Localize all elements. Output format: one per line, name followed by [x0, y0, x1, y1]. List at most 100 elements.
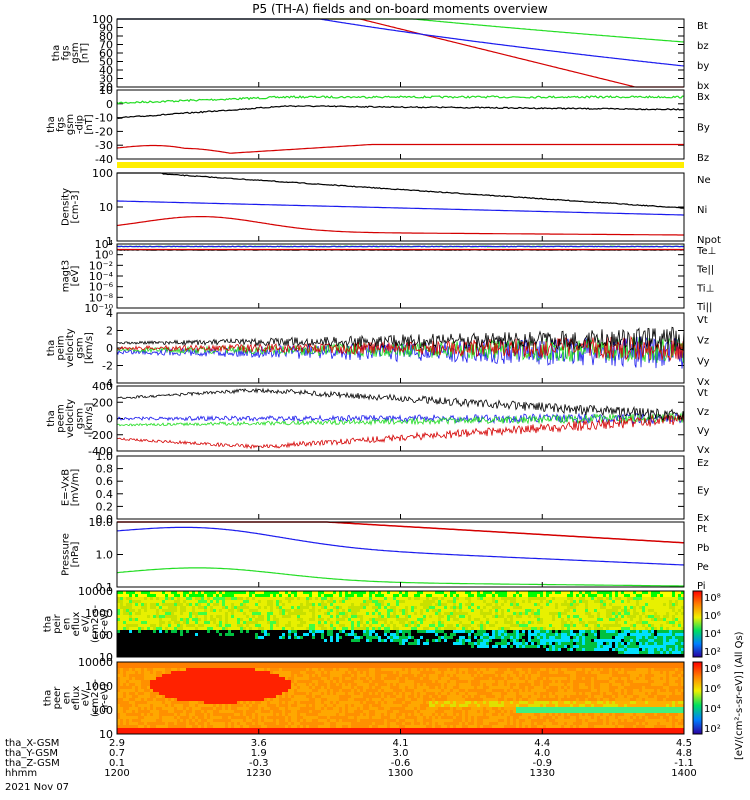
spec-cell: [186, 701, 189, 704]
spectrogram-ions: [117, 591, 684, 657]
spec-cell: [615, 606, 618, 609]
spec-cell: [123, 609, 126, 612]
spec-cell: [240, 627, 243, 630]
spec-cell: [594, 594, 597, 597]
spec-cell: [264, 698, 267, 701]
spec-cell: [564, 594, 567, 597]
spec-cell: [198, 665, 201, 668]
spec-cell: [192, 662, 195, 665]
spec-cell: [318, 722, 321, 725]
spec-cell: [243, 686, 246, 689]
spec-cell: [567, 636, 570, 639]
spec-cell: [579, 645, 582, 648]
spec-cell: [186, 621, 189, 624]
spec-cell: [153, 603, 156, 606]
spec-cell: [306, 698, 309, 701]
spec-cell: [618, 591, 621, 594]
spec-cell: [147, 680, 150, 683]
spec-cell: [159, 609, 162, 612]
spec-cell: [270, 597, 273, 600]
spec-cell: [615, 648, 618, 651]
spec-cell: [486, 636, 489, 639]
spec-cell: [558, 621, 561, 624]
spec-cell: [408, 612, 411, 615]
spec-cell: [117, 600, 120, 603]
spec-cell: [666, 648, 669, 651]
spec-cell: [153, 671, 156, 674]
spec-cell: [420, 594, 423, 597]
spec-cell: [549, 591, 552, 594]
spec-cell: [279, 713, 282, 716]
spec-cell: [294, 636, 297, 639]
spec-cell: [138, 728, 141, 731]
spec-cell: [321, 618, 324, 621]
spec-cell: [585, 591, 588, 594]
spec-cell: [354, 594, 357, 597]
spec-cell: [678, 639, 681, 642]
spec-cell: [645, 597, 648, 600]
spec-cell: [606, 633, 609, 636]
spec-cell: [237, 624, 240, 627]
spec-cell: [459, 594, 462, 597]
spec-cell: [363, 633, 366, 636]
spec-cell: [168, 609, 171, 612]
spec-cell: [444, 591, 447, 594]
spec-cell: [282, 668, 285, 671]
spec-cell: [186, 680, 189, 683]
spec-cell: [267, 710, 270, 713]
spec-cell: [558, 642, 561, 645]
spec-cell: [189, 701, 192, 704]
spec-cell: [573, 597, 576, 600]
spec-cell: [174, 686, 177, 689]
spec-cell: [480, 633, 483, 636]
spec-cell: [408, 621, 411, 624]
spec-cell: [645, 645, 648, 648]
spec-cell: [195, 618, 198, 621]
spec-cell: [303, 692, 306, 695]
spec-cell: [168, 606, 171, 609]
spec-cell: [165, 627, 168, 630]
spec-cell: [234, 722, 237, 725]
spec-cell: [222, 615, 225, 618]
spec-cell: [648, 591, 651, 594]
spec-cell: [420, 612, 423, 615]
spec-cell: [318, 624, 321, 627]
spec-cell: [375, 606, 378, 609]
spec-cell: [231, 594, 234, 597]
ylabel-p7: E=-VxB[mV/m]: [60, 469, 81, 507]
spec-cell: [222, 680, 225, 683]
spec-cell: [159, 591, 162, 594]
spec-cell: [159, 680, 162, 683]
spec-cell: [192, 713, 195, 716]
spec-cell: [603, 609, 606, 612]
spec-cell: [570, 609, 573, 612]
spec-cell: [123, 725, 126, 728]
spec-cell: [159, 677, 162, 680]
spec-cell: [264, 728, 267, 731]
spec-cell: [318, 731, 321, 734]
spec-cell: [249, 594, 252, 597]
spec-cell: [306, 701, 309, 704]
spec-cell: [576, 606, 579, 609]
spec-cell: [144, 695, 147, 698]
spec-cell: [264, 725, 267, 728]
spec-cell: [312, 668, 315, 671]
spec-cell: [195, 677, 198, 680]
spec-cell: [384, 612, 387, 615]
spec-cell: [615, 636, 618, 639]
spec-cell: [369, 627, 372, 630]
spec-cell: [135, 591, 138, 594]
spec-cell: [162, 710, 165, 713]
spec-cell: [642, 603, 645, 606]
spec-cell: [516, 591, 519, 594]
spec-cell: [210, 689, 213, 692]
spec-cell: [147, 713, 150, 716]
spec-cell: [300, 618, 303, 621]
spec-cell: [156, 603, 159, 606]
spec-cell: [363, 618, 366, 621]
spec-cell: [201, 627, 204, 630]
spec-cell: [219, 731, 222, 734]
spec-cell: [678, 630, 681, 633]
spec-cell: [555, 603, 558, 606]
spec-cell: [225, 671, 228, 674]
